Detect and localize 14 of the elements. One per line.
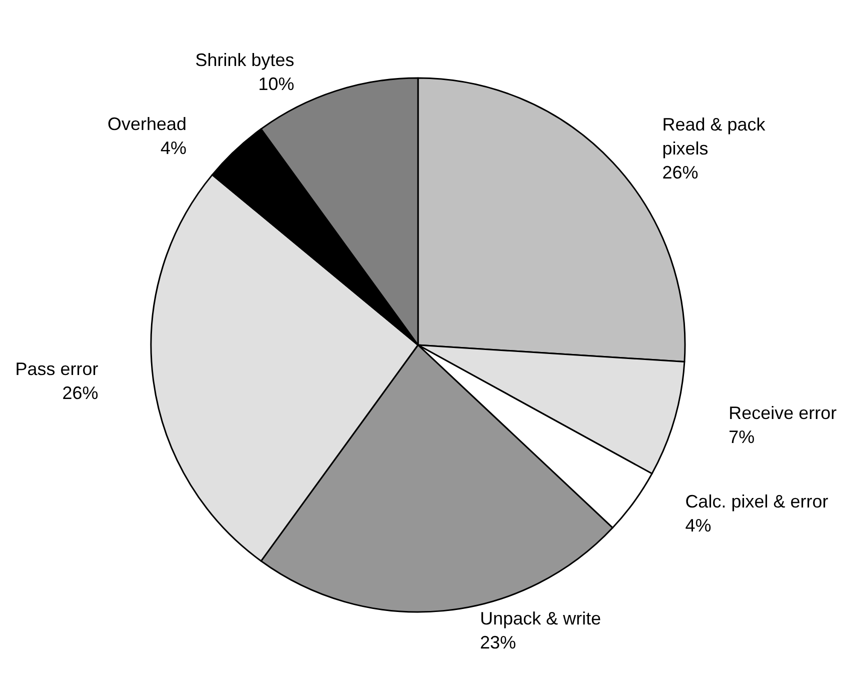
slice-label: Overhead — [107, 114, 187, 134]
slice-label: Shrink bytes — [195, 50, 294, 70]
data-label: 4% — [685, 516, 712, 536]
data-label: 26% — [662, 162, 698, 183]
data-label: 10% — [258, 74, 294, 94]
slice-label: Pass error — [15, 358, 98, 379]
slice-label: Receive error — [728, 403, 837, 424]
data-label: 26% — [62, 382, 98, 403]
slice-label: Read & pack pixels — [662, 114, 766, 159]
slice-label: Calc. pixel & error — [685, 492, 828, 512]
data-label: 23% — [480, 632, 516, 653]
slice-label: Unpack & write — [480, 608, 602, 629]
data-label: 4% — [160, 138, 187, 158]
data-label: 7% — [728, 427, 755, 448]
